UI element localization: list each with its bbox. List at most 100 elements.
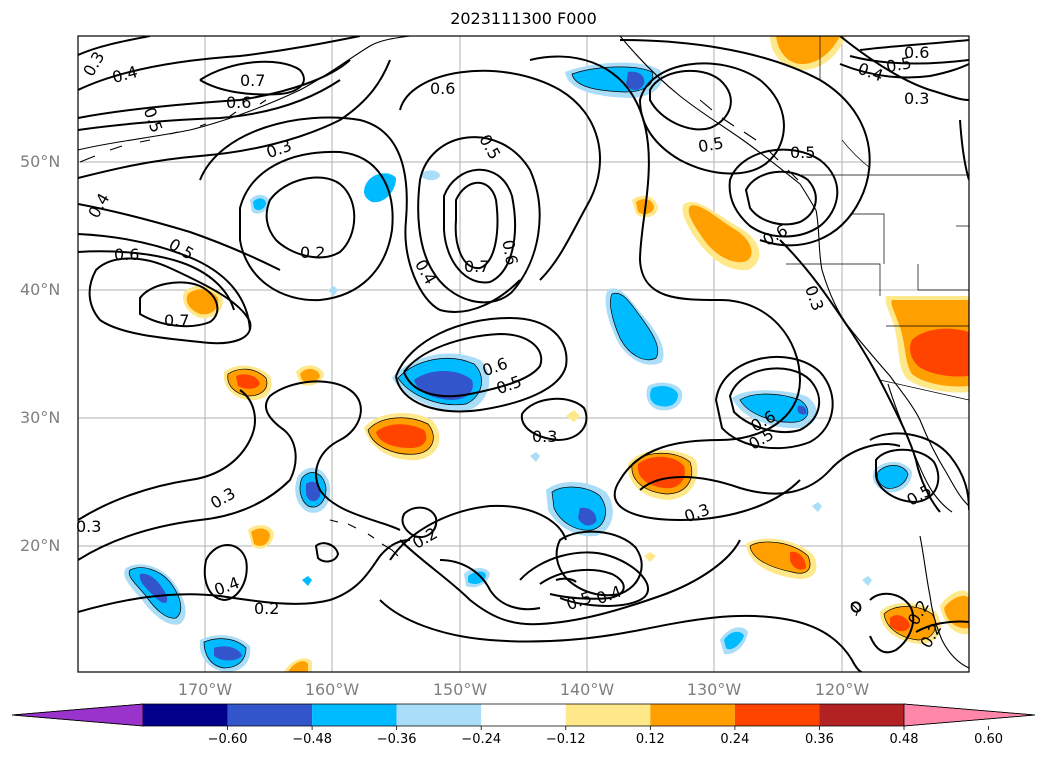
negative-anomaly-baja bbox=[872, 461, 912, 493]
lat-label-50n: 50°N bbox=[20, 152, 61, 171]
contour-loop-south-east bbox=[555, 530, 643, 597]
negative-anomaly-small bbox=[250, 170, 872, 655]
negative-anomaly-central bbox=[392, 353, 490, 411]
contour-small-3 bbox=[555, 577, 577, 583]
contour-03-far-south bbox=[399, 539, 741, 626]
colorbar-segment bbox=[819, 704, 904, 726]
contour-label: 0.3 bbox=[682, 500, 712, 527]
positive-anomaly-bc bbox=[682, 202, 760, 271]
contour-label: 0.2 bbox=[254, 599, 279, 618]
positive-anomaly-mexico bbox=[885, 296, 969, 393]
contour-03-big bbox=[199, 116, 521, 313]
contour-05-south-east bbox=[539, 568, 625, 600]
contour-label: 0.6 bbox=[904, 43, 929, 62]
colorbar-tick-label: 0.36 bbox=[804, 732, 834, 747]
contour-label: 0.3 bbox=[904, 89, 929, 108]
positive-anomaly-south-central bbox=[364, 413, 440, 461]
contour-south-long bbox=[379, 599, 863, 672]
contour-03-se-center bbox=[520, 397, 588, 442]
contour-03-ne bbox=[839, 36, 969, 101]
map-title: 2023111300 F000 bbox=[450, 9, 597, 28]
lat-label-20n: 20°N bbox=[20, 536, 61, 555]
contour-05-nw bbox=[78, 79, 341, 131]
positive-anomaly-southeast bbox=[746, 538, 817, 580]
colorbar-segment bbox=[565, 704, 651, 726]
contour-label-layer-ne: 0.6 0.5 0.4 0.3 0.5 bbox=[790, 43, 929, 162]
colorbar-tick-label: −0.24 bbox=[461, 732, 502, 747]
contour-main-east bbox=[529, 55, 802, 522]
contour-label: 0.5 bbox=[140, 105, 167, 135]
colorbar-segment bbox=[481, 704, 566, 726]
contour-03-baja bbox=[869, 432, 969, 511]
contour-04-nw bbox=[78, 36, 361, 91]
contour-small-1 bbox=[314, 542, 340, 563]
contour-02-south bbox=[401, 506, 438, 538]
contour-06-east bbox=[744, 170, 817, 226]
contour-label: 0.6 bbox=[226, 93, 251, 112]
colorbar-segment bbox=[143, 704, 228, 726]
colorbar-tick-label: 0.24 bbox=[720, 732, 750, 747]
positive-anomaly-central-west bbox=[223, 365, 272, 401]
contour-07-center bbox=[454, 181, 499, 270]
contour-05-west bbox=[78, 233, 251, 331]
contour-03-sw bbox=[78, 389, 256, 521]
contour-03-south-big bbox=[78, 380, 401, 561]
contour-label: 0.4 bbox=[411, 256, 440, 288]
contour-label: 0.4 bbox=[110, 62, 140, 87]
contour-label: 0.5 bbox=[475, 131, 504, 163]
contour-04-far-south bbox=[439, 559, 541, 611]
contour-05-east bbox=[728, 148, 839, 238]
political-borders bbox=[786, 36, 969, 401]
positive-anomaly-northeast bbox=[770, 36, 846, 70]
state-border-1 bbox=[786, 263, 881, 296]
contour-04-sw bbox=[203, 544, 248, 602]
colorbar-segment bbox=[396, 704, 482, 726]
colorbar-outline bbox=[11, 703, 1036, 727]
contour-02-far-se bbox=[915, 620, 969, 633]
contour-02-sw bbox=[78, 539, 411, 613]
contour-loop-north bbox=[239, 150, 394, 302]
contour-07-west bbox=[139, 281, 219, 328]
positive-anomaly-small-south bbox=[248, 410, 656, 672]
colorbar-segment bbox=[227, 704, 313, 726]
contour-label: 0.2 bbox=[300, 243, 325, 262]
contour-03-north bbox=[78, 59, 391, 179]
contour-05-baja bbox=[875, 448, 940, 504]
us-west-coast bbox=[815, 209, 969, 507]
contour-label: 0.5 bbox=[903, 480, 935, 509]
baja-peninsula bbox=[887, 383, 953, 513]
contour-label: 0.4 bbox=[594, 582, 624, 609]
contour-label: 0.3 bbox=[207, 483, 239, 512]
contour-ne-loop bbox=[638, 62, 785, 175]
contour-label: 0.5 bbox=[790, 143, 815, 162]
contour-label: 0.7 bbox=[240, 71, 265, 90]
colorbar-extension-high bbox=[903, 703, 1036, 727]
contour-04-south-east bbox=[519, 551, 650, 607]
contour-label: 0.7 bbox=[464, 257, 489, 276]
contour-05-ne-2 bbox=[849, 55, 969, 65]
alaska-canada-border bbox=[841, 139, 871, 169]
state-border-5 bbox=[879, 379, 969, 401]
contour-07-nw bbox=[199, 60, 305, 96]
contour-label: 0.6 bbox=[498, 238, 521, 266]
contour-label: 0.5 bbox=[885, 53, 913, 76]
contour-06-nw bbox=[78, 59, 351, 119]
colorbar-tick-label: 0.48 bbox=[889, 732, 919, 747]
contour-06-east-center bbox=[403, 332, 543, 398]
lon-label-150w: 150°W bbox=[432, 680, 488, 699]
colorbar-tick-label: −0.48 bbox=[292, 732, 333, 747]
mexico-coast bbox=[919, 535, 969, 669]
contour-02-se bbox=[869, 592, 915, 654]
colorbar-tick-label: −0.60 bbox=[207, 732, 248, 747]
contour-04-ne-2 bbox=[839, 63, 969, 79]
positive-anomaly-far-southeast bbox=[880, 590, 969, 644]
alaska-coast bbox=[78, 36, 411, 151]
contour-label: 0.3 bbox=[76, 517, 101, 536]
colorbar-segment bbox=[650, 704, 735, 726]
coastlines bbox=[78, 36, 969, 669]
negative-anomaly-gulf-of-alaska bbox=[565, 62, 663, 98]
contour-03-california bbox=[779, 239, 941, 513]
contour-small-2 bbox=[850, 601, 862, 613]
contour-label: 0.4 bbox=[84, 190, 113, 222]
